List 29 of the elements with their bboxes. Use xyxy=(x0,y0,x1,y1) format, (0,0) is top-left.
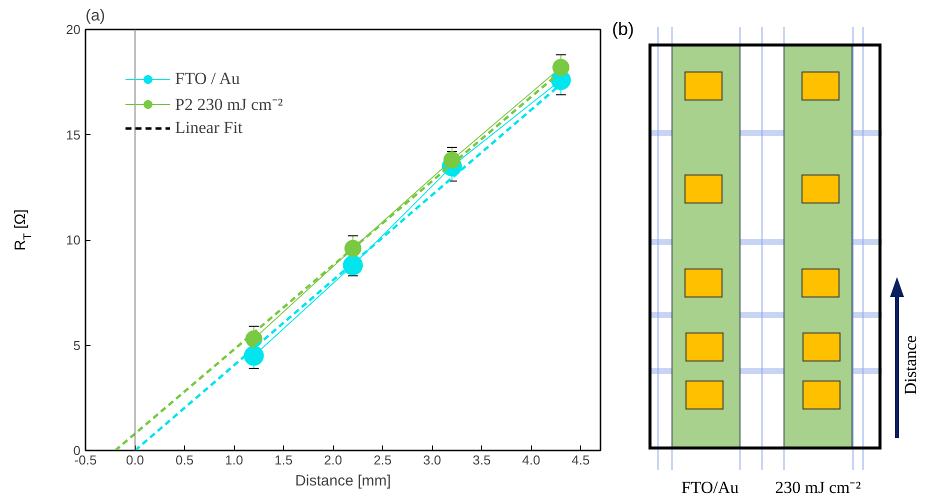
chart-title: (a) xyxy=(86,8,106,24)
point xyxy=(552,58,570,76)
legend-label: FTO / Au xyxy=(175,69,240,89)
x-tick-label: 0.0 xyxy=(126,452,144,468)
x-tick-label: 1.5 xyxy=(274,452,293,468)
point xyxy=(443,152,460,168)
x-tick-label: 4.0 xyxy=(522,452,540,468)
x-tick-label: 1.0 xyxy=(225,452,244,468)
x-tick-label: 2.5 xyxy=(374,452,392,468)
y-tick-label: 20 xyxy=(66,22,81,37)
x-tick-label: 3.0 xyxy=(423,452,442,468)
x-tick-label: 2.0 xyxy=(324,452,342,468)
point xyxy=(342,255,363,276)
y-tick-label: 10 xyxy=(66,232,81,248)
point xyxy=(244,346,264,366)
legend-label: P2 230 mJ cm⁻² xyxy=(175,94,283,115)
x-axis-title: Distance [mm] xyxy=(295,472,391,490)
text: Distance xyxy=(901,335,920,395)
legend-label: Linear Fit xyxy=(175,118,243,138)
x-tick-label: 3.5 xyxy=(472,452,491,468)
x-tick-label: 0.5 xyxy=(176,452,194,468)
text: FTO/Au xyxy=(681,478,740,497)
text: (b) xyxy=(612,19,634,39)
y-tick-label: 5 xyxy=(73,338,81,353)
point xyxy=(344,240,362,257)
text: 230 mJ cm⁻² xyxy=(775,478,861,497)
x-tick-label: 4.5 xyxy=(572,452,590,468)
y-tick-label: 15 xyxy=(66,127,81,142)
y-tick-label: 0 xyxy=(73,443,81,458)
